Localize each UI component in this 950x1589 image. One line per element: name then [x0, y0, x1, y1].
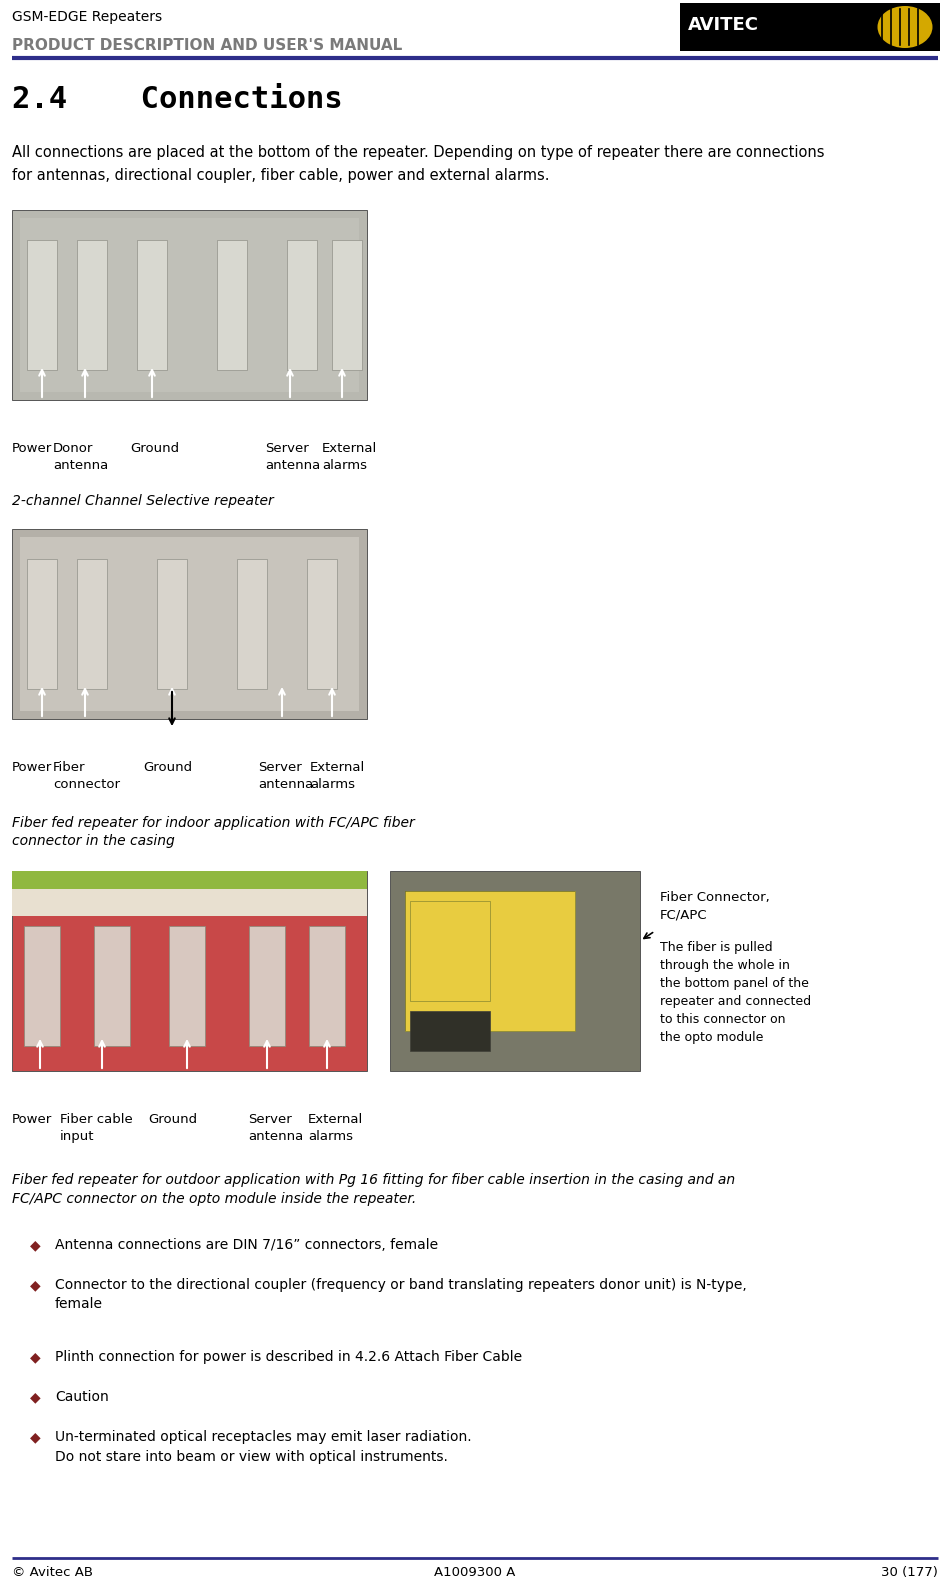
FancyBboxPatch shape [94, 926, 130, 1046]
FancyBboxPatch shape [20, 218, 359, 392]
FancyBboxPatch shape [77, 240, 107, 370]
Text: AVITEC: AVITEC [688, 16, 759, 33]
Text: External
alarms: External alarms [310, 761, 365, 791]
Text: Server
antenna: Server antenna [258, 761, 314, 791]
FancyBboxPatch shape [237, 559, 267, 690]
FancyBboxPatch shape [12, 529, 367, 718]
Text: 2.4    Connections: 2.4 Connections [12, 84, 343, 114]
Text: ◆: ◆ [30, 1278, 41, 1292]
FancyBboxPatch shape [24, 926, 60, 1046]
FancyBboxPatch shape [12, 871, 367, 888]
FancyBboxPatch shape [12, 871, 367, 1071]
Text: Power: Power [12, 761, 52, 774]
Text: Ground: Ground [143, 761, 192, 774]
FancyBboxPatch shape [157, 559, 187, 690]
FancyBboxPatch shape [390, 871, 640, 1071]
Text: for antennas, directional coupler, fiber cable, power and external alarms.: for antennas, directional coupler, fiber… [12, 168, 549, 183]
Text: Power: Power [12, 442, 52, 454]
Text: External
alarms: External alarms [322, 442, 377, 472]
FancyBboxPatch shape [680, 3, 940, 51]
Text: Fiber fed repeater for outdoor application with Pg 16 fitting for fiber cable in: Fiber fed repeater for outdoor applicati… [12, 1173, 735, 1206]
Text: Ground: Ground [130, 442, 180, 454]
Text: Fiber
connector: Fiber connector [53, 761, 120, 791]
Text: ◆: ◆ [30, 1390, 41, 1405]
Ellipse shape [878, 6, 933, 48]
Text: Plinth connection for power is described in 4.2.6 Attach Fiber Cable: Plinth connection for power is described… [55, 1351, 522, 1363]
FancyBboxPatch shape [12, 210, 367, 400]
Text: Server
antenna: Server antenna [248, 1112, 303, 1142]
Text: Fiber Connector,
FC/APC: Fiber Connector, FC/APC [660, 891, 770, 922]
Text: Power: Power [12, 1112, 52, 1127]
FancyBboxPatch shape [309, 926, 345, 1046]
Text: Ground: Ground [148, 1112, 198, 1127]
FancyBboxPatch shape [217, 240, 247, 370]
Text: Donor
antenna: Donor antenna [53, 442, 108, 472]
Text: Connector to the directional coupler (frequency or band translating repeaters do: Connector to the directional coupler (fr… [55, 1278, 747, 1311]
Text: 30 (177): 30 (177) [882, 1567, 938, 1579]
FancyBboxPatch shape [287, 240, 317, 370]
FancyBboxPatch shape [27, 240, 57, 370]
Text: Fiber cable
input: Fiber cable input [60, 1112, 133, 1142]
Text: The fiber is pulled
through the whole in
the bottom panel of the
repeater and co: The fiber is pulled through the whole in… [660, 941, 811, 1044]
Text: ◆: ◆ [30, 1351, 41, 1363]
Text: © Avitec AB: © Avitec AB [12, 1567, 93, 1579]
Text: GSM-EDGE Repeaters: GSM-EDGE Repeaters [12, 10, 162, 24]
Text: A1009300 A: A1009300 A [434, 1567, 516, 1579]
Text: ◆: ◆ [30, 1238, 41, 1252]
Text: ◆: ◆ [30, 1430, 41, 1444]
FancyBboxPatch shape [20, 537, 359, 710]
FancyBboxPatch shape [137, 240, 167, 370]
FancyBboxPatch shape [307, 559, 337, 690]
FancyBboxPatch shape [249, 926, 285, 1046]
Text: External
alarms: External alarms [308, 1112, 363, 1142]
Text: Antenna connections are DIN 7/16” connectors, female: Antenna connections are DIN 7/16” connec… [55, 1238, 438, 1252]
Text: Caution: Caution [55, 1390, 108, 1405]
Text: connector in the casing: connector in the casing [12, 834, 175, 849]
FancyBboxPatch shape [169, 926, 205, 1046]
FancyBboxPatch shape [12, 871, 367, 915]
FancyBboxPatch shape [332, 240, 362, 370]
Text: Server
antenna: Server antenna [265, 442, 320, 472]
FancyBboxPatch shape [410, 901, 490, 1001]
FancyBboxPatch shape [27, 559, 57, 690]
FancyBboxPatch shape [77, 559, 107, 690]
Text: Fiber fed repeater for indoor application with FC/APC fiber: Fiber fed repeater for indoor applicatio… [12, 817, 415, 829]
FancyBboxPatch shape [405, 891, 575, 1031]
Text: Un-terminated optical receptacles may emit laser radiation.
Do not stare into be: Un-terminated optical receptacles may em… [55, 1430, 471, 1463]
FancyBboxPatch shape [405, 891, 575, 1031]
Text: 2-channel Channel Selective repeater: 2-channel Channel Selective repeater [12, 494, 274, 508]
Text: All connections are placed at the bottom of the repeater. Depending on type of r: All connections are placed at the bottom… [12, 145, 825, 160]
Text: PRODUCT DESCRIPTION AND USER'S MANUAL: PRODUCT DESCRIPTION AND USER'S MANUAL [12, 38, 402, 52]
FancyBboxPatch shape [410, 1011, 490, 1050]
